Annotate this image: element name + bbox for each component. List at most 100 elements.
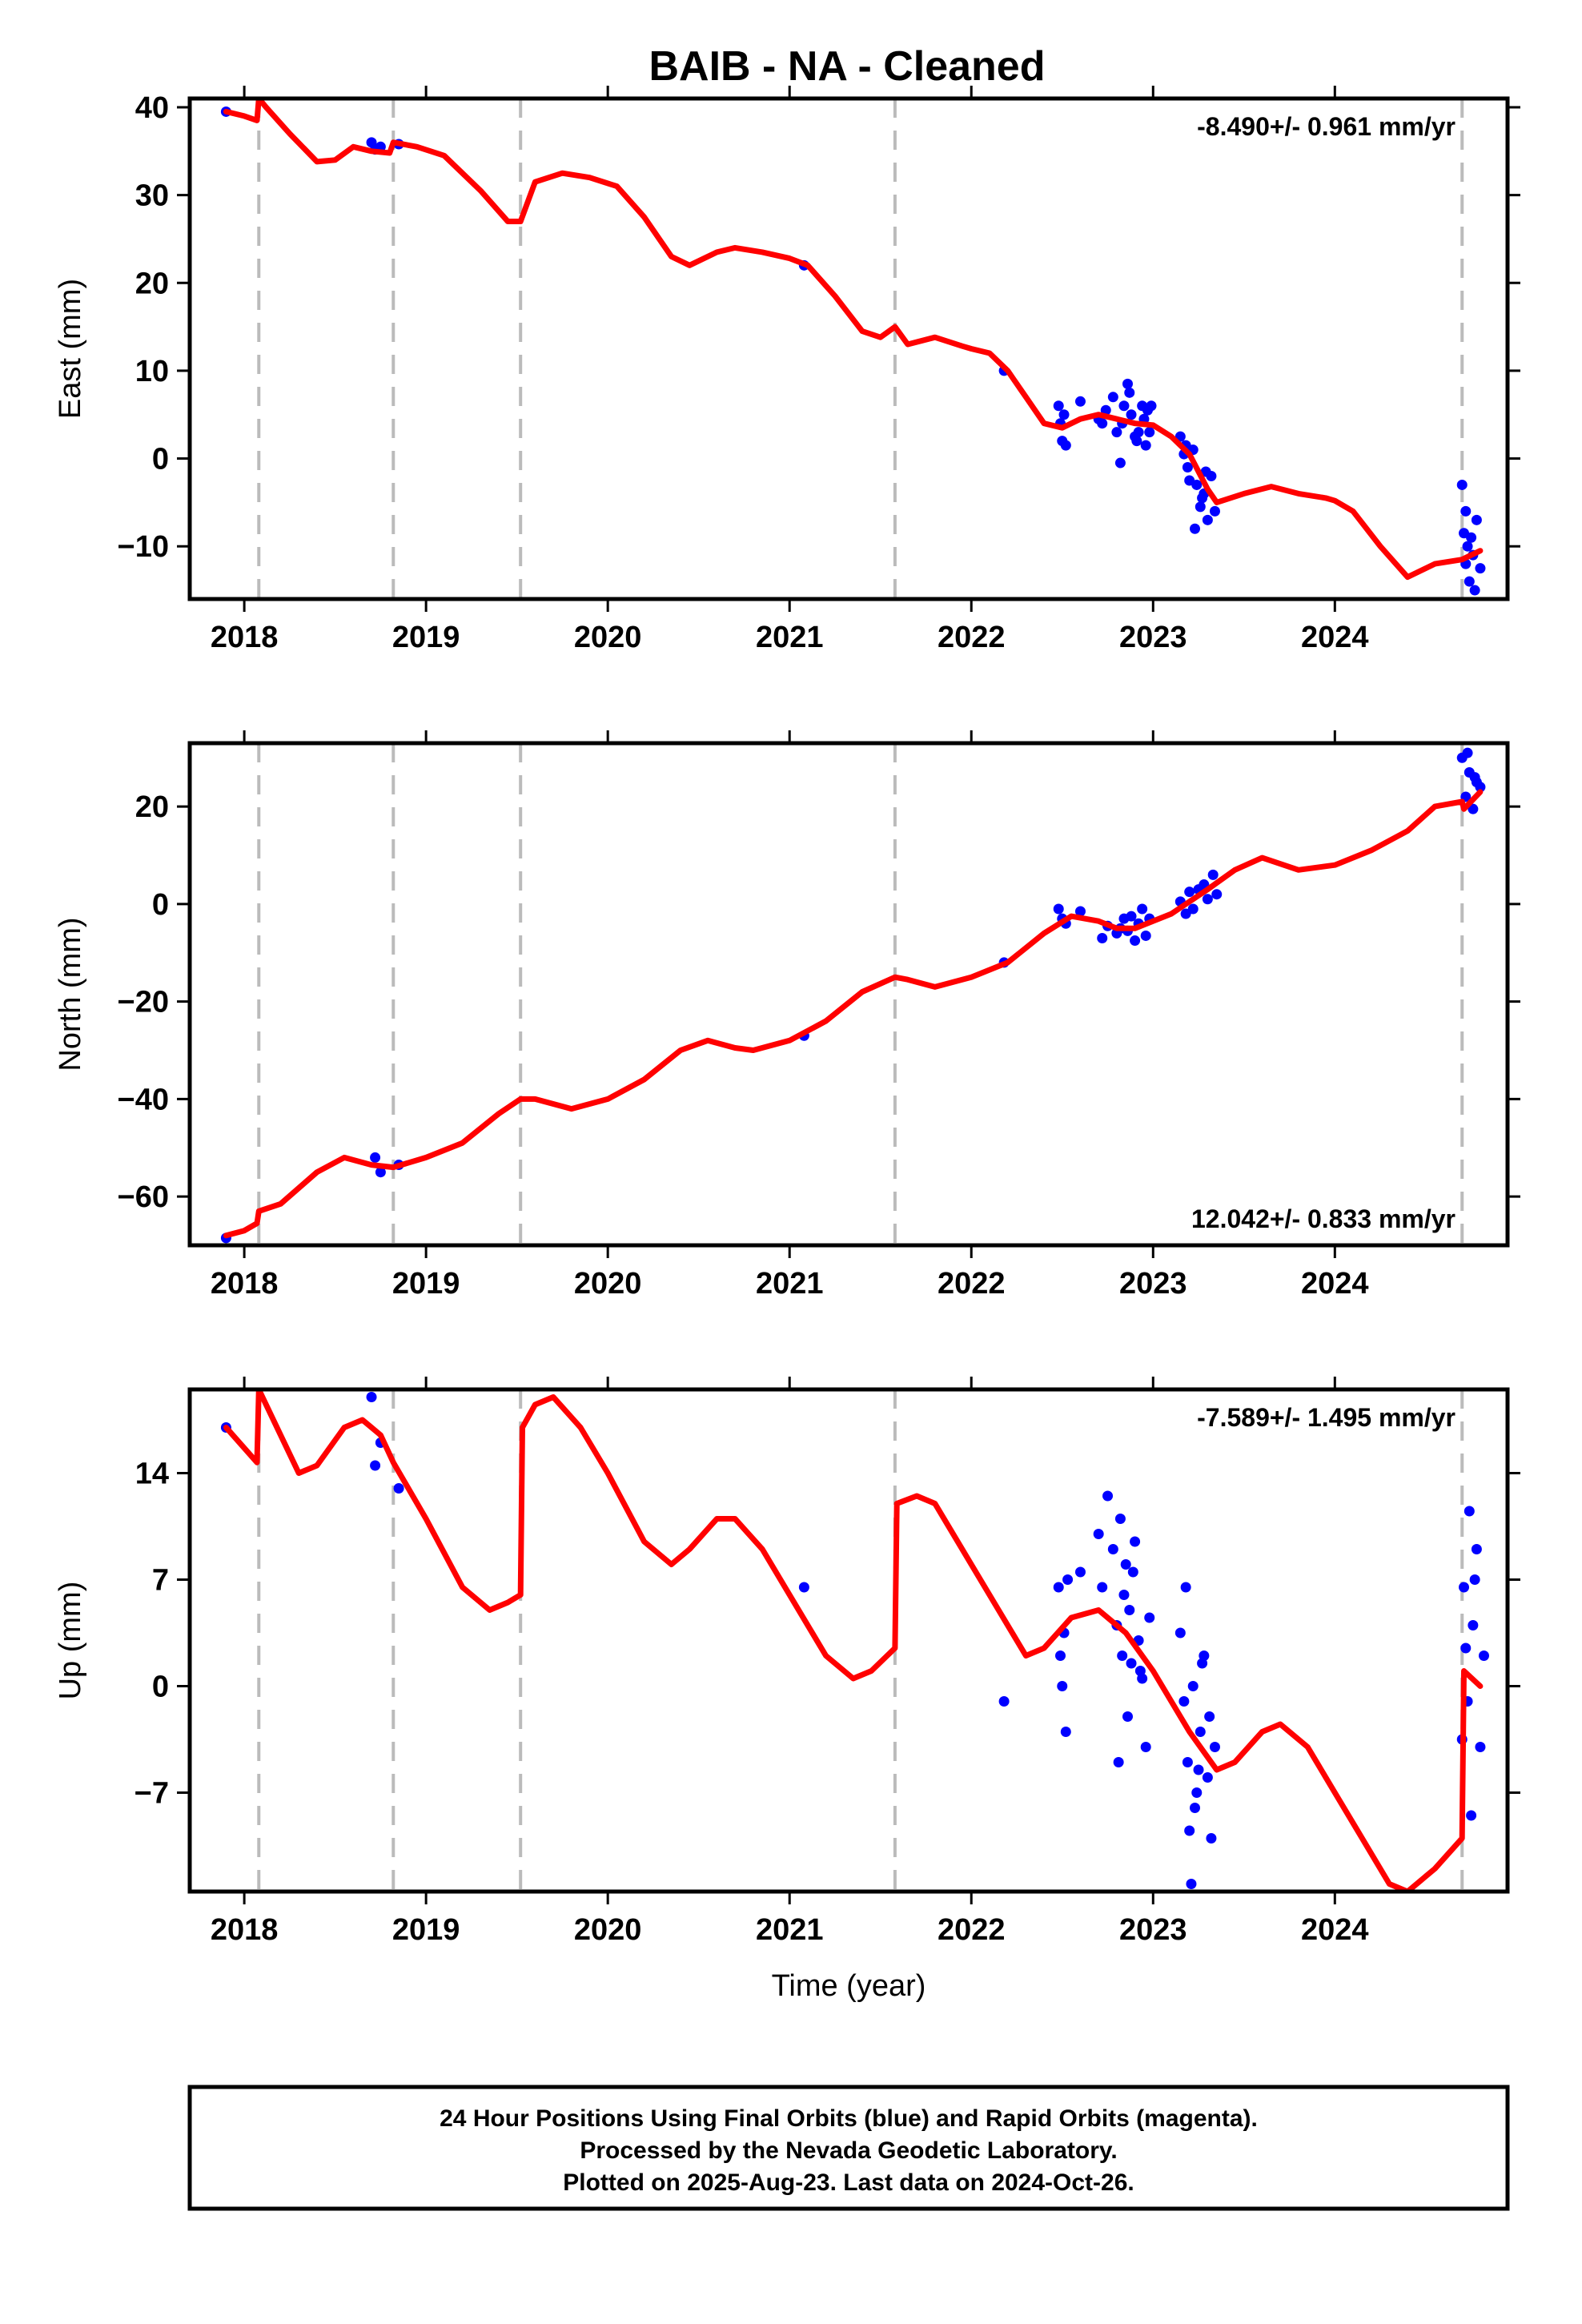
- east-observation-point: [1197, 493, 1208, 504]
- up-observation-point: [1114, 1514, 1126, 1524]
- panel-up: 2018 2019 2020 2021 2022 2023 2024 14 7 0 −7 Up (mm…: [54, 1377, 1520, 1947]
- north-rate-label: 12.042+/- 0.833 mm/yr: [1191, 1204, 1456, 1233]
- north-observation-point: [1469, 772, 1480, 783]
- up-observation-point: [393, 1483, 404, 1494]
- up-x-tick-label: 2021: [756, 1913, 824, 1947]
- east-observation-point: [1460, 505, 1472, 517]
- up-observation-point: [1468, 1620, 1479, 1630]
- up-observation-point: [1054, 1651, 1066, 1661]
- east-x-tick-label: 2021: [756, 621, 824, 654]
- east-observation-point: [1202, 514, 1213, 525]
- up-observation-point: [1140, 1742, 1151, 1752]
- east-observation-point: [1182, 462, 1193, 473]
- east-observation-point: [1456, 479, 1468, 490]
- east-observation-point: [1107, 392, 1118, 403]
- north-observation-point: [1202, 894, 1213, 905]
- up-observation-point: [1093, 1529, 1104, 1539]
- north-observation-point: [375, 1167, 386, 1178]
- north-y-tick-label: −60: [118, 1180, 169, 1214]
- up-x-tick-label: 2023: [1119, 1913, 1187, 1947]
- east-observation-point: [1126, 409, 1137, 420]
- footer-line-1: 24 Hour Positions Using Final Orbits (bl…: [440, 2105, 1258, 2132]
- east-y-tick-label: −10: [118, 530, 169, 564]
- up-observation-point: [1120, 1559, 1131, 1570]
- north-observation-point: [1187, 903, 1199, 915]
- up-observation-point: [1174, 1627, 1186, 1638]
- east-x-tick-label: 2019: [392, 621, 460, 654]
- up-observation-point: [1144, 1612, 1155, 1623]
- up-observation-point: [1062, 1574, 1074, 1585]
- up-x-tick-label: 2020: [574, 1913, 642, 1947]
- east-observation-point: [1191, 479, 1203, 490]
- up-y-tick-label: 0: [152, 1671, 169, 1704]
- up-observation-point: [1460, 1642, 1472, 1654]
- up-observation-point: [1187, 1681, 1199, 1691]
- north-observation-point: [1126, 911, 1137, 922]
- up-observation-point: [1206, 1833, 1217, 1844]
- up-observation-point: [1113, 1757, 1124, 1767]
- east-observation-point: [1475, 563, 1486, 574]
- north-model-line: [223, 789, 1484, 1239]
- east-x-tick-label: 2020: [574, 621, 642, 654]
- north-observation-point: [1462, 747, 1473, 758]
- up-x-tick-label: 2024: [1301, 1913, 1369, 1947]
- up-observation-point: [1459, 1582, 1470, 1593]
- up-observation-point: [1124, 1605, 1135, 1615]
- up-y-tick-label: 7: [152, 1564, 169, 1598]
- north-observation-point: [370, 1152, 381, 1163]
- east-observation-point: [1190, 523, 1201, 534]
- east-y-tick-label: 0: [152, 443, 169, 476]
- up-observation-point: [1178, 1696, 1190, 1707]
- east-observation-point: [1133, 427, 1144, 438]
- north-plot-area: [220, 747, 1486, 1244]
- up-observation-point: [1126, 1658, 1137, 1669]
- up-observation-point: [1190, 1803, 1201, 1813]
- north-x-tick-label: 2022: [938, 1267, 1006, 1301]
- up-observation-point: [1102, 1490, 1114, 1502]
- north-observation-point: [1207, 869, 1219, 880]
- north-observation-point: [1130, 935, 1141, 947]
- up-observation-point: [1057, 1681, 1068, 1691]
- east-y-tick-label: 30: [135, 179, 169, 213]
- panel-north: 2018 2019 2020 2021 2022 2023 2024 20 0 −20 −40 −60…: [54, 730, 1520, 1301]
- north-x-tick-label: 2020: [574, 1267, 642, 1301]
- east-x-tick-label: 2022: [938, 621, 1006, 654]
- up-observation-point: [998, 1696, 1010, 1707]
- north-x-tick-label: 2024: [1301, 1267, 1369, 1301]
- north-y-tick-label: −40: [118, 1083, 169, 1116]
- up-y-tick-label: −7: [135, 1777, 169, 1811]
- east-observation-point: [1058, 409, 1070, 420]
- east-observation-point: [1144, 427, 1155, 438]
- east-observation-point: [1124, 387, 1135, 398]
- east-observation-point: [1097, 418, 1108, 429]
- up-rate-label: -7.589+/- 1.495 mm/yr: [1197, 1403, 1456, 1432]
- north-x-tick-label: 2019: [392, 1267, 460, 1301]
- north-observation-point: [1137, 903, 1148, 915]
- east-observation-point: [1146, 400, 1157, 412]
- up-observation-point: [1074, 1566, 1086, 1578]
- north-y-tick-label: 20: [135, 790, 169, 824]
- north-observation-point: [1140, 930, 1151, 941]
- up-observation-point: [1191, 1787, 1203, 1798]
- east-observation-point: [1466, 532, 1477, 543]
- up-observation-point: [1184, 1825, 1195, 1836]
- north-y-tick-label: 0: [152, 888, 169, 922]
- up-observation-point: [370, 1460, 381, 1471]
- footer-line-2: Processed by the Nevada Geodetic Laborat…: [580, 2137, 1117, 2164]
- east-observation-point: [1464, 576, 1475, 587]
- up-observation-point: [1130, 1536, 1141, 1547]
- up-observation-point: [1464, 1506, 1475, 1517]
- east-observation-point: [1140, 440, 1151, 451]
- up-observation-point: [1471, 1544, 1482, 1554]
- north-observation-point: [1468, 803, 1479, 814]
- north-observation-point: [1053, 903, 1064, 915]
- east-observation-point: [1114, 457, 1126, 468]
- east-observation-point: [1122, 378, 1133, 389]
- east-observation-point: [1100, 404, 1111, 416]
- north-observation-point: [1475, 782, 1486, 793]
- north-x-tick-label: 2021: [756, 1267, 824, 1301]
- east-observation-point: [1471, 514, 1482, 525]
- east-observation-point: [1209, 505, 1220, 517]
- up-observation-point: [1209, 1742, 1220, 1752]
- up-observation-point: [798, 1582, 809, 1593]
